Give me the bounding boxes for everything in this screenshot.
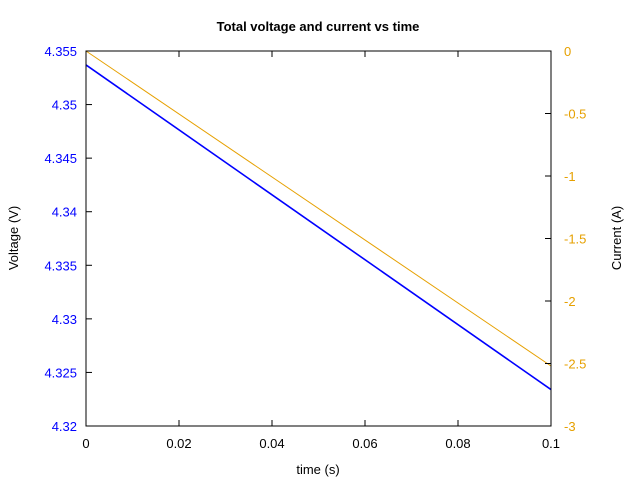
ticks-layer: 0 0.02 0.04 0.06 0.08 0.1 4.32 4.325 4.33 4.335 4.…: [44, 44, 586, 451]
y-tick-label: 4.32: [52, 419, 77, 434]
y2-tick-label: -1.5: [564, 232, 586, 247]
x-tick-label: 0.08: [445, 436, 470, 451]
voltage-series-line: [85, 64, 552, 391]
y2-tick-label: -0.5: [564, 107, 586, 122]
y-tick-label: 4.35: [52, 98, 77, 113]
y-tick-label: 4.335: [44, 258, 77, 273]
x-tick-label: 0.04: [259, 436, 284, 451]
x-tick-label: 0.1: [542, 436, 560, 451]
x-tick-label: 0.06: [352, 436, 377, 451]
x-tick-label: 0.02: [166, 436, 191, 451]
y-tick-label: 4.34: [52, 205, 77, 220]
series-layer: [85, 50, 552, 391]
y2-tick-label: -2.5: [564, 357, 586, 372]
y2-axis-label: Current (A): [609, 206, 624, 270]
y-tick-label: 4.325: [44, 365, 77, 380]
chart-title: Total voltage and current vs time: [217, 19, 420, 34]
current-series-line: [85, 50, 552, 367]
y-tick-label: 4.345: [44, 151, 77, 166]
x-axis-label: time (s): [296, 462, 339, 477]
y-tick-label: 4.33: [52, 312, 77, 327]
y2-tick-label: 0: [564, 44, 571, 59]
y2-tick-label: -3: [564, 419, 576, 434]
y-axis-label: Voltage (V): [6, 206, 21, 270]
y2-tick-label: -1: [564, 169, 576, 184]
x-tick-label: 0: [82, 436, 89, 451]
y-tick-label: 4.355: [44, 44, 77, 59]
y2-tick-label: -2: [564, 294, 576, 309]
